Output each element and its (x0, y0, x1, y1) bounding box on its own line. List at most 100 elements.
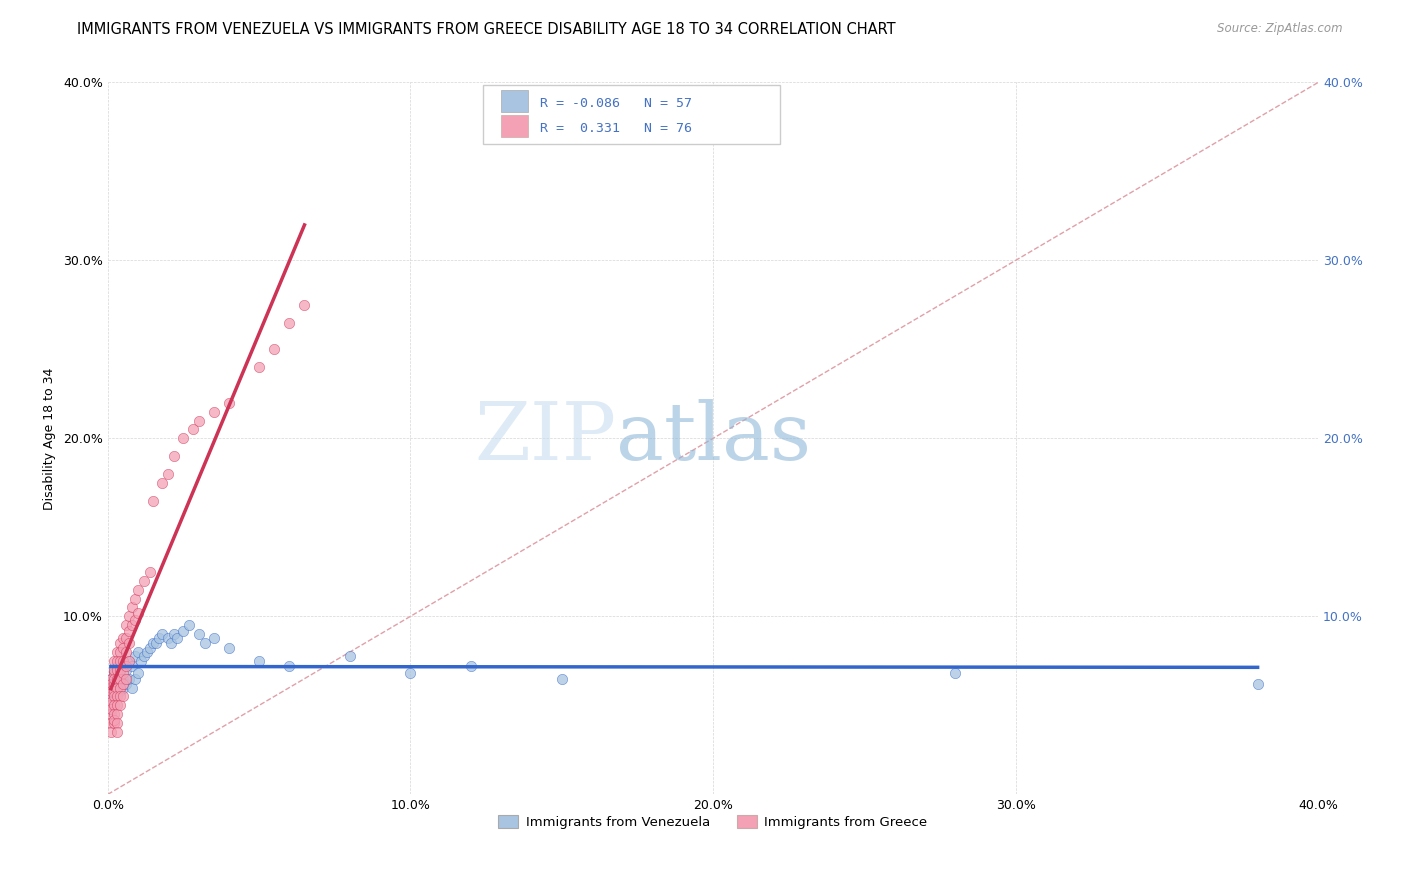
Point (103, 698, 125, 713)
Point (105, 681, 128, 695)
Point (100, 690, 122, 704)
Point (118, 654, 141, 668)
Point (202, 405, 225, 419)
Point (278, 659, 301, 673)
Point (100, 695, 122, 709)
Point (108, 698, 131, 713)
Point (163, 627, 186, 641)
Point (103, 690, 125, 704)
Text: Source: ZipAtlas.com: Source: ZipAtlas.com (1218, 22, 1343, 36)
Point (103, 654, 125, 668)
Point (100, 702, 122, 716)
Point (108, 645, 131, 659)
Point (148, 631, 170, 645)
Point (108, 636, 131, 650)
Point (111, 631, 134, 645)
Point (127, 582, 149, 597)
Point (105, 672, 128, 686)
Point (108, 672, 131, 686)
Point (115, 631, 138, 645)
Point (108, 654, 131, 668)
Point (105, 672, 128, 686)
Point (108, 677, 131, 691)
Point (142, 493, 165, 508)
Point (103, 713, 125, 727)
FancyBboxPatch shape (484, 86, 779, 145)
Point (157, 467, 180, 481)
Point (103, 716, 125, 731)
Point (111, 672, 134, 686)
Text: R = -0.086   N = 57: R = -0.086 N = 57 (540, 97, 692, 111)
Point (124, 613, 146, 627)
Point (166, 631, 188, 645)
Point (202, 631, 225, 645)
Point (115, 618, 138, 632)
Point (294, 298, 316, 312)
Point (103, 690, 125, 704)
Point (105, 654, 128, 668)
Point (129, 654, 152, 668)
Point (103, 672, 125, 686)
Point (100, 681, 122, 695)
Point (118, 609, 141, 624)
Point (103, 663, 125, 677)
Point (194, 636, 217, 650)
Point (100, 707, 122, 722)
Point (172, 431, 194, 445)
Point (103, 677, 125, 691)
Point (142, 636, 165, 650)
Point (105, 707, 128, 722)
Point (103, 684, 125, 698)
Point (115, 659, 138, 673)
Point (460, 659, 482, 673)
Point (105, 725, 128, 739)
Point (550, 672, 572, 686)
Point (139, 565, 162, 579)
Point (108, 690, 131, 704)
Point (124, 648, 146, 663)
Point (187, 627, 209, 641)
Point (121, 681, 143, 695)
Point (105, 716, 128, 731)
Text: atlas: atlas (616, 400, 811, 477)
Point (100, 677, 122, 691)
Point (111, 690, 134, 704)
Point (121, 618, 143, 632)
Point (100, 672, 122, 686)
Point (278, 316, 301, 330)
Point (103, 707, 125, 722)
Point (100, 698, 122, 713)
Point (127, 666, 149, 681)
Point (121, 600, 143, 615)
Point (105, 690, 128, 704)
FancyBboxPatch shape (501, 90, 527, 112)
Point (124, 672, 146, 686)
Point (127, 606, 149, 620)
Text: IMMIGRANTS FROM VENEZUELA VS IMMIGRANTS FROM GREECE DISABILITY AGE 18 TO 34 CORR: IMMIGRANTS FROM VENEZUELA VS IMMIGRANTS … (77, 22, 896, 37)
Point (108, 684, 131, 698)
Point (132, 648, 155, 663)
Point (179, 618, 201, 632)
Point (105, 659, 128, 673)
Point (105, 663, 128, 677)
Legend: Immigrants from Venezuela, Immigrants from Greece: Immigrants from Venezuela, Immigrants fr… (494, 810, 932, 834)
Point (115, 663, 138, 677)
Point (247, 654, 270, 668)
Point (218, 396, 240, 410)
Point (118, 636, 141, 650)
Point (111, 641, 134, 656)
Point (100, 716, 122, 731)
Text: R =  0.331   N = 76: R = 0.331 N = 76 (540, 122, 692, 136)
Point (111, 681, 134, 695)
Point (118, 624, 141, 638)
Point (124, 591, 146, 606)
Point (163, 449, 186, 463)
Point (100, 695, 122, 709)
Point (100, 684, 122, 698)
Point (111, 654, 134, 668)
Point (111, 659, 134, 673)
FancyBboxPatch shape (501, 115, 527, 136)
Point (127, 645, 149, 659)
Point (150, 627, 173, 641)
Point (187, 414, 209, 428)
